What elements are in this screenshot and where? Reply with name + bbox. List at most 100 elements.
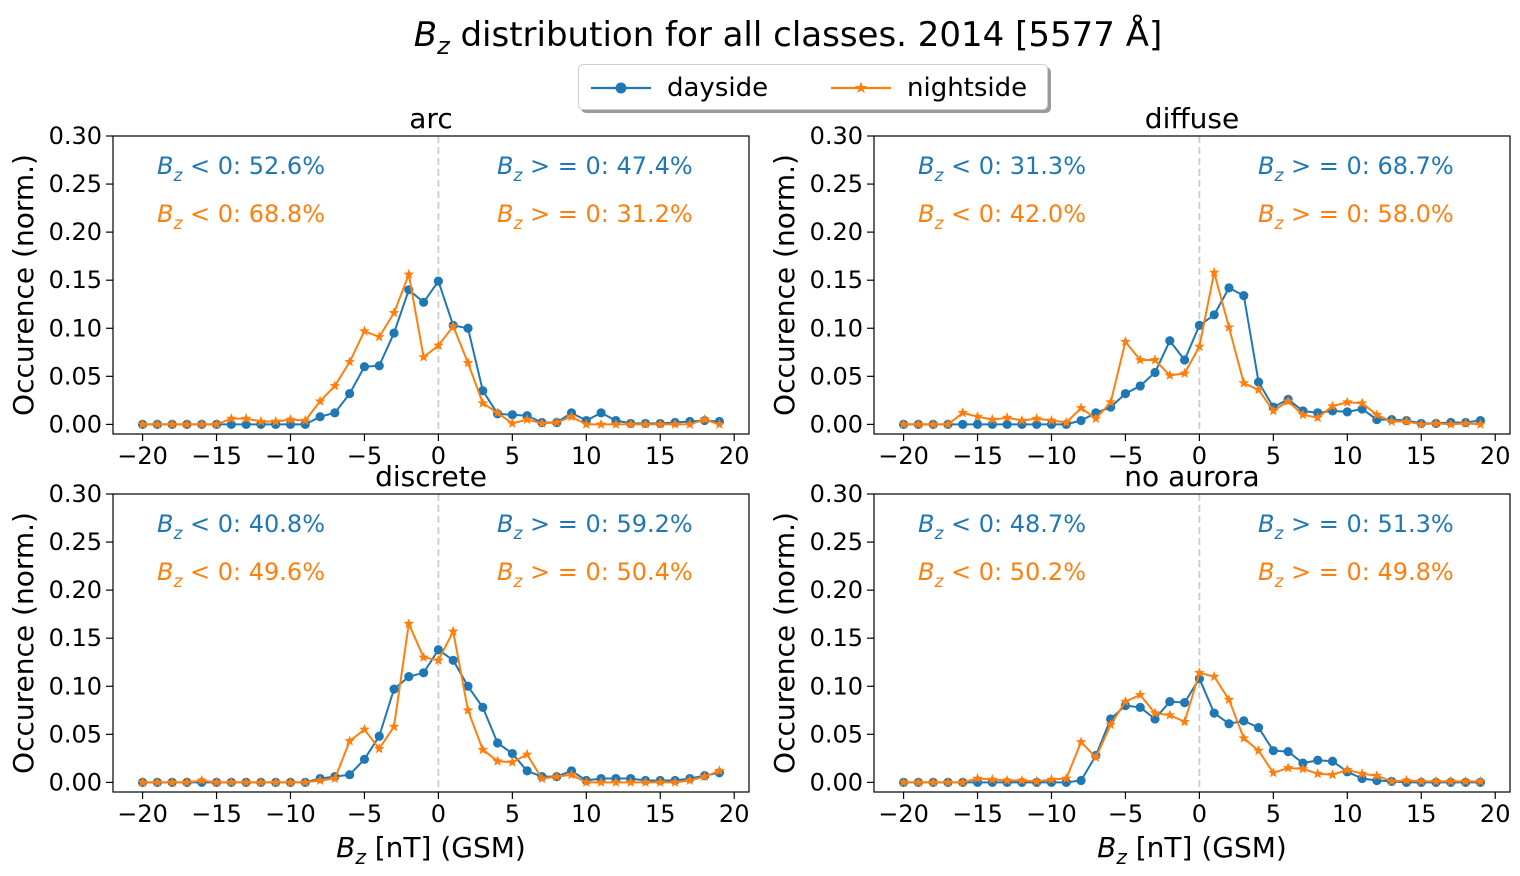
- nightside-point: [1046, 414, 1057, 426]
- nightside-point: [433, 340, 444, 351]
- nightside-point: [1460, 775, 1471, 786]
- nightside-positive-fraction-var: B: [497, 558, 513, 586]
- dayside-point: [1150, 714, 1160, 724]
- dayside-point: [241, 419, 251, 429]
- nightside-negative-fraction-sub: z: [933, 572, 944, 592]
- y-tick-label: 0.25: [810, 170, 863, 198]
- dayside-positive-fraction-sub: z: [512, 166, 523, 186]
- dayside-positive-fraction-sub: z: [1273, 166, 1284, 186]
- x-axis-label-rest: [nT] (GSM): [1127, 831, 1287, 864]
- y-tick-label: 0.20: [810, 218, 863, 246]
- x-tick-label: −10: [1026, 800, 1077, 828]
- dayside-negative-fraction-var: B: [918, 510, 934, 538]
- nightside-point: [492, 755, 503, 766]
- nightside-point: [418, 651, 429, 662]
- nightside-point: [1016, 774, 1028, 785]
- dayside-negative-fraction-sub: z: [172, 524, 183, 544]
- nightside-point: [1046, 773, 1057, 784]
- dayside-negative-fraction-var: B: [918, 152, 934, 180]
- nightside-point: [418, 351, 429, 362]
- dayside-series-line: [142, 279, 720, 426]
- x-tick-label: 0: [1192, 800, 1207, 828]
- nightside-point: [1415, 418, 1427, 429]
- dayside-positive-fraction: Bz > = 0: 51.3%: [1258, 510, 1454, 544]
- dayside-point: [1135, 702, 1145, 713]
- legend-label-nightside: nightside: [907, 73, 1028, 103]
- x-tick-label: −20: [878, 442, 929, 470]
- nightside-positive-fraction-sub: z: [1273, 572, 1284, 592]
- y-tick-label: 0.05: [49, 362, 102, 390]
- nightside-point: [166, 418, 178, 429]
- nightside-point: [640, 776, 651, 787]
- dayside-point: [463, 681, 473, 691]
- dayside-point: [1209, 310, 1219, 320]
- dayside-negative-fraction-var: B: [157, 152, 173, 180]
- nightside-point: [1415, 775, 1427, 786]
- nightside-point: [1001, 774, 1013, 785]
- nightside-point: [1075, 402, 1087, 413]
- y-axis-label: Occurence (norm.): [7, 512, 40, 774]
- dayside-point: [1313, 755, 1323, 765]
- y-axis-label: Occurence (norm.): [768, 154, 801, 416]
- dayside-point: [958, 419, 968, 429]
- x-tick-label: 5: [1266, 442, 1281, 470]
- dayside-point: [345, 389, 355, 399]
- nightside-point: [1401, 774, 1412, 785]
- nightside-point: [927, 776, 939, 787]
- nightside-point: [1208, 266, 1220, 277]
- dayside-point: [1239, 716, 1249, 726]
- nightside-point: [373, 331, 385, 342]
- nightside-positive-fraction: Bz > = 0: 50.4%: [497, 558, 693, 592]
- y-tick-label: 0.30: [49, 122, 102, 150]
- dayside-point: [1002, 419, 1012, 429]
- nightside-point: [211, 776, 222, 787]
- nightside-point: [152, 776, 163, 787]
- y-tick-label: 0.10: [49, 314, 102, 342]
- y-tick-label: 0.10: [810, 672, 863, 700]
- x-tick-label: 5: [1266, 800, 1281, 828]
- x-tick-label: −5: [1108, 800, 1143, 828]
- x-tick-label: −10: [265, 800, 316, 828]
- nightside-point: [1194, 340, 1205, 352]
- nightside-point: [1194, 667, 1205, 678]
- x-tick-label: −15: [191, 800, 242, 828]
- x-axis-label-sub: z: [1115, 845, 1127, 869]
- nightside-point: [240, 776, 252, 787]
- dayside-positive-fraction-rest: > = 0: 51.3%: [1283, 510, 1453, 538]
- nightside-point: [181, 418, 193, 429]
- nightside-line-marker-icon: [831, 81, 891, 94]
- x-tick-label: −20: [117, 800, 168, 828]
- nightside-point: [581, 418, 592, 429]
- nightside-point: [447, 625, 459, 636]
- dayside-point: [1283, 747, 1293, 757]
- nightside-point: [270, 415, 281, 426]
- dayside-negative-fraction-rest: < 0: 40.8%: [182, 510, 325, 538]
- x-tick-label: 15: [645, 800, 676, 828]
- axes-frame: [873, 493, 1511, 793]
- nightside-point: [1223, 694, 1235, 705]
- dayside-negative-fraction-sub: z: [933, 524, 944, 544]
- nightside-positive-fraction-rest: > = 0: 31.2%: [522, 200, 692, 228]
- nightside-point: [1282, 762, 1294, 773]
- x-tick-label: 5: [505, 800, 520, 828]
- nightside-point: [595, 418, 607, 429]
- dayside-negative-fraction-sub: z: [172, 166, 183, 186]
- x-axis-label: Bz [nT] (GSM): [336, 831, 526, 869]
- dayside-point: [1032, 419, 1042, 429]
- nightside-point: [913, 418, 924, 429]
- nightside-point: [1430, 775, 1442, 786]
- dayside-point: [1298, 758, 1308, 768]
- nightside-point: [1120, 696, 1131, 707]
- dayside-positive-fraction-rest: > = 0: 68.7%: [1283, 152, 1453, 180]
- x-tick-label: −20: [117, 442, 168, 470]
- nightside-point: [226, 413, 237, 424]
- dayside-point: [1150, 367, 1160, 378]
- dayside-series-line: [142, 648, 720, 784]
- dayside-point: [404, 672, 414, 682]
- nightside-point: [1327, 400, 1338, 411]
- nightside-positive-fraction: Bz > = 0: 58.0%: [1258, 200, 1454, 234]
- y-tick-label: 0.05: [810, 720, 863, 748]
- nightside-point: [521, 748, 533, 759]
- nightside-point: [1016, 414, 1028, 426]
- nightside-point: [1356, 397, 1368, 408]
